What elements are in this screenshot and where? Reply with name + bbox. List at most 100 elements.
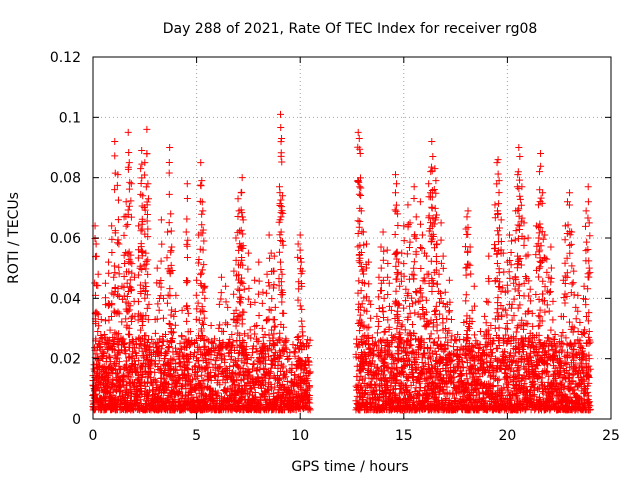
data-point: [427, 344, 435, 352]
data-point: [425, 270, 433, 278]
data-point: [365, 280, 373, 288]
data-point: [234, 195, 242, 203]
data-point: [375, 293, 383, 301]
data-point: [428, 137, 436, 145]
data-point: [150, 375, 158, 383]
data-point: [417, 264, 425, 272]
data-point: [246, 326, 254, 334]
data-point: [460, 388, 468, 396]
data-point: [166, 285, 174, 293]
data-point: [183, 180, 191, 188]
data-point: [400, 304, 408, 312]
data-point: [412, 288, 420, 296]
data-point: [232, 234, 240, 242]
data-point: [202, 355, 210, 363]
data-point: [94, 328, 102, 336]
data-point: [194, 259, 202, 267]
data-point: [228, 353, 236, 361]
data-point: [183, 215, 191, 223]
data-point: [418, 231, 426, 239]
data-point: [118, 318, 126, 326]
data-point: [244, 265, 252, 273]
data-point: [200, 261, 208, 269]
data-point: [111, 269, 119, 277]
data-point: [507, 395, 515, 403]
data-point: [263, 386, 271, 394]
data-point: [144, 270, 152, 278]
data-point: [191, 362, 199, 370]
data-point: [418, 359, 426, 367]
data-point: [198, 198, 206, 206]
data-point: [404, 201, 412, 209]
data-point: [231, 380, 239, 388]
data-point: [125, 185, 133, 193]
data-point: [172, 291, 180, 299]
data-point: [144, 180, 152, 188]
data-point: [122, 198, 130, 206]
data-point: [393, 376, 401, 384]
data-point: [167, 227, 175, 235]
data-point: [215, 364, 223, 372]
data-point: [163, 299, 171, 307]
data-point: [244, 373, 252, 381]
data-point: [290, 348, 298, 356]
data-point: [251, 330, 259, 338]
data-point: [296, 246, 304, 254]
data-point: [436, 298, 444, 306]
data-point: [155, 366, 163, 374]
data-point: [106, 353, 114, 361]
data-point: [255, 258, 263, 266]
data-point: [355, 134, 363, 142]
data-point: [153, 264, 161, 272]
data-point: [216, 321, 224, 329]
data-point: [152, 390, 160, 398]
data-point: [105, 258, 113, 266]
data-point: [110, 262, 118, 270]
data-point: [248, 385, 256, 393]
data-point: [243, 360, 251, 368]
data-point: [384, 364, 392, 372]
data-point: [277, 124, 285, 132]
data-point: [114, 308, 122, 316]
data-point: [267, 249, 275, 257]
data-point: [124, 128, 132, 136]
data-point: [440, 374, 448, 382]
data-point: [504, 380, 512, 388]
data-point: [165, 219, 173, 227]
data-point: [187, 380, 195, 388]
data-point: [125, 159, 133, 167]
data-point: [354, 243, 362, 251]
data-point: [379, 228, 387, 236]
data-point: [487, 372, 495, 380]
data-point: [282, 337, 290, 345]
data-point: [394, 370, 402, 378]
data-point: [470, 331, 478, 339]
data-point: [384, 260, 392, 268]
data-point: [281, 338, 289, 346]
data-point: [236, 286, 244, 294]
data-point: [171, 321, 179, 329]
data-point: [354, 230, 362, 238]
data-point: [365, 323, 373, 331]
data-point: [184, 277, 192, 285]
data-point: [197, 181, 205, 189]
data-point: [486, 373, 494, 381]
data-point: [284, 355, 292, 363]
data-point: [455, 362, 463, 370]
data-point: [519, 341, 527, 349]
data-point: [144, 225, 152, 233]
data-point: [359, 228, 367, 236]
data-point: [158, 374, 166, 382]
data-point: [278, 158, 286, 166]
data-point: [278, 237, 286, 245]
data-point: [306, 336, 314, 344]
data-point: [384, 291, 392, 299]
data-point: [140, 379, 148, 387]
data-point: [127, 314, 135, 322]
data-point: [391, 230, 399, 238]
data-point: [379, 304, 387, 312]
data-point: [184, 309, 192, 317]
data-point: [373, 312, 381, 320]
data-point: [278, 270, 286, 278]
data-point: [91, 406, 99, 414]
